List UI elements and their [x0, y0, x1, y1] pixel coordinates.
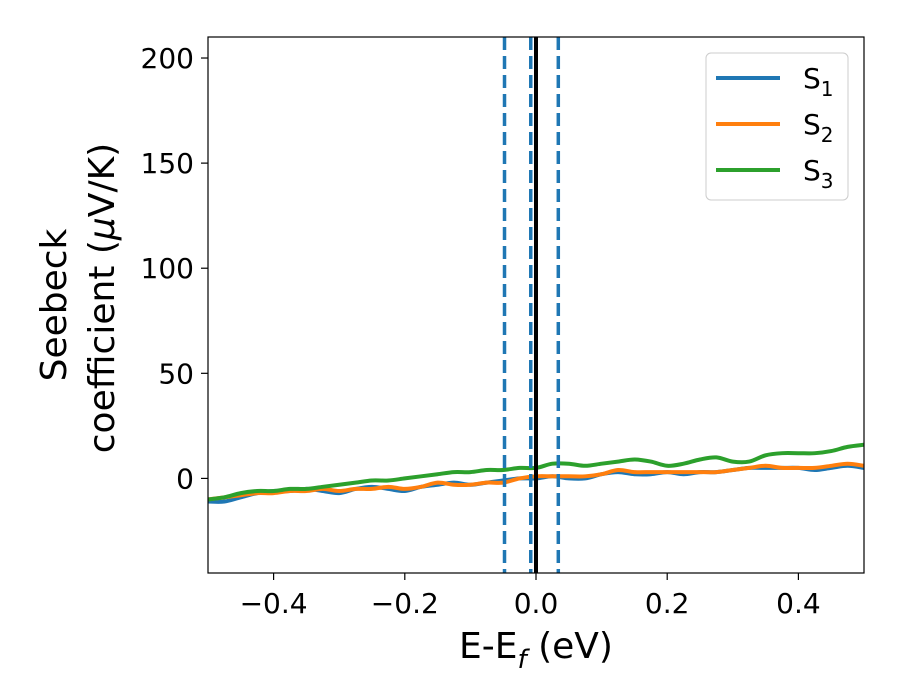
- x-axis-label-main: E-E: [459, 626, 517, 667]
- x-axis-label: E-Ef (eV): [459, 626, 613, 675]
- legend-box: [705, 52, 849, 201]
- x-tick-label: 0.4: [776, 587, 821, 620]
- y-axis-label-line1: Seebeck: [34, 228, 75, 381]
- y-axis-label-line2: coefficient (μV/K): [82, 143, 123, 453]
- y-axis-label-mu: μ: [82, 217, 123, 241]
- y-tick-label: 150: [141, 147, 194, 180]
- y-tick-label: 200: [141, 42, 194, 75]
- y-tick-label: 0: [176, 462, 194, 495]
- legend-label-s1: S1: [803, 62, 834, 101]
- x-tick-label: 0.2: [645, 587, 690, 620]
- legend: S1 S2 S3: [705, 52, 849, 201]
- y-axis: 0 50 100 150 200: [141, 42, 208, 495]
- y-tick-label: 50: [158, 357, 194, 390]
- legend-label-s3: S3: [803, 154, 834, 193]
- y-axis-label-suffix: V/K): [82, 143, 123, 217]
- legend-label-s2: S2: [803, 108, 834, 147]
- legend-items: S1 S2 S3: [716, 62, 834, 193]
- x-tick-label: 0.0: [514, 587, 559, 620]
- y-axis-label-prefix: coefficient (: [82, 240, 123, 453]
- y-tick-label: 100: [141, 252, 194, 285]
- x-axis-label-rest: (eV): [527, 626, 613, 667]
- vline-layer: [502, 37, 561, 573]
- x-tick-label: −0.4: [240, 587, 308, 620]
- x-axis: −0.4 −0.2 0.0 0.2 0.4: [240, 573, 821, 620]
- x-tick-label: −0.2: [371, 587, 439, 620]
